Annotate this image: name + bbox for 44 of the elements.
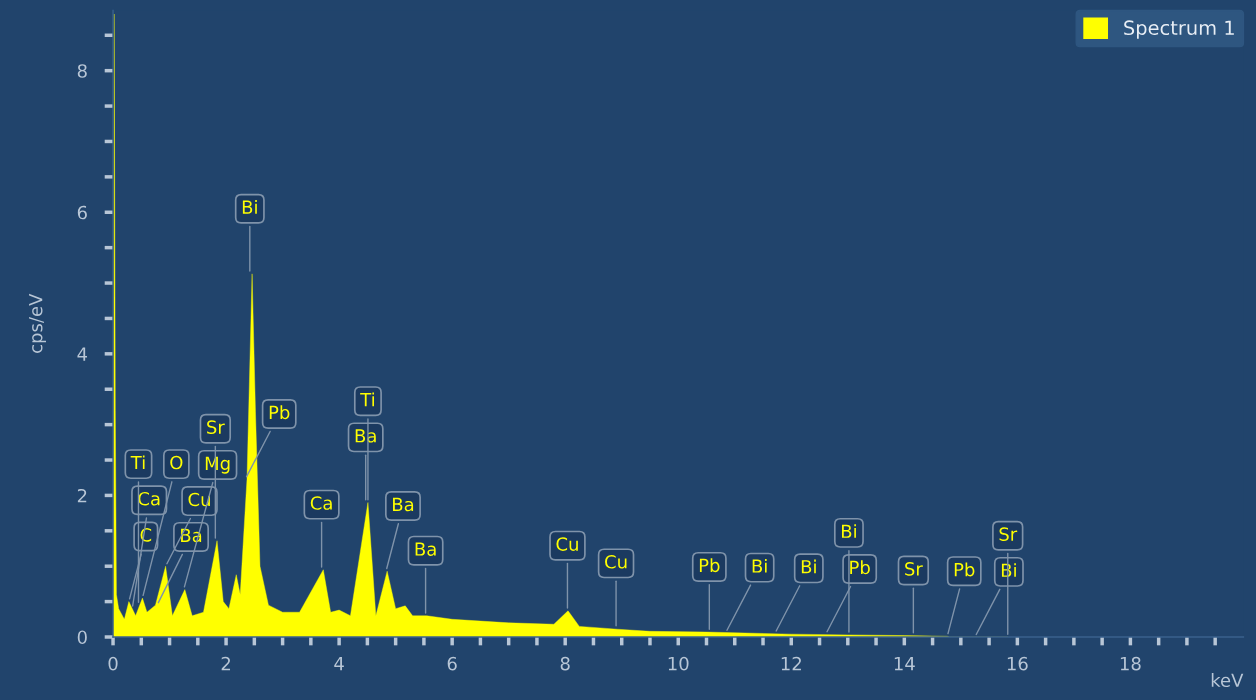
annotation: Pb	[954, 562, 975, 577]
y-tick-label: 6	[77, 205, 87, 220]
x-tick-label: 4	[334, 657, 344, 671]
annotation: Ti	[360, 392, 374, 407]
annotation: Mg	[205, 456, 230, 474]
annotation: Ca	[138, 491, 160, 506]
y-tick-label: 0	[77, 630, 87, 645]
annotation: O	[170, 455, 183, 470]
annotation: Pb	[699, 558, 720, 573]
y-tick-label: 2	[77, 488, 87, 503]
x-tick-label: 6	[447, 656, 457, 671]
annotation: Bi	[242, 199, 257, 214]
x-tick-label: 14	[894, 657, 915, 671]
annotation: Cu	[556, 537, 578, 551]
annotation: Sr	[999, 527, 1018, 541]
x-axis-title: keV	[1211, 673, 1244, 688]
annotation: Cu	[605, 554, 627, 569]
y-tick-label: 4	[77, 347, 88, 361]
annotation: Ba	[393, 497, 414, 512]
annotation: C	[140, 528, 152, 542]
x-tick-label: 2	[221, 656, 231, 671]
legend-label: Spectrum 1	[1124, 20, 1234, 39]
annotation: Pb	[269, 405, 290, 420]
x-tick-label: 8	[560, 656, 570, 671]
x-tick-label: 10	[668, 656, 689, 671]
x-tick-label: 0	[108, 656, 118, 671]
x-tick-label: 18	[1120, 656, 1141, 671]
annotation: Bi	[801, 559, 816, 574]
x-tick-label: 16	[1007, 656, 1028, 671]
y-axis-title: cps/eV	[29, 293, 46, 353]
annotation: Sr	[207, 420, 225, 434]
annotation: Ca	[310, 496, 332, 510]
annotation: Ti	[130, 455, 145, 470]
annotation: Pb	[850, 560, 870, 575]
annotation: Bi	[752, 558, 767, 573]
annotation: Cu	[188, 492, 210, 507]
annotation: Bi	[842, 524, 856, 538]
annotation: Sr	[905, 562, 923, 576]
annotation: Bi	[1001, 563, 1016, 577]
annotation: Ba	[415, 542, 436, 556]
x-tick-label: 12	[781, 656, 801, 671]
y-tick-label: 8	[77, 64, 87, 78]
annotation: Ba	[355, 429, 376, 443]
annotation: Ba	[181, 528, 202, 543]
